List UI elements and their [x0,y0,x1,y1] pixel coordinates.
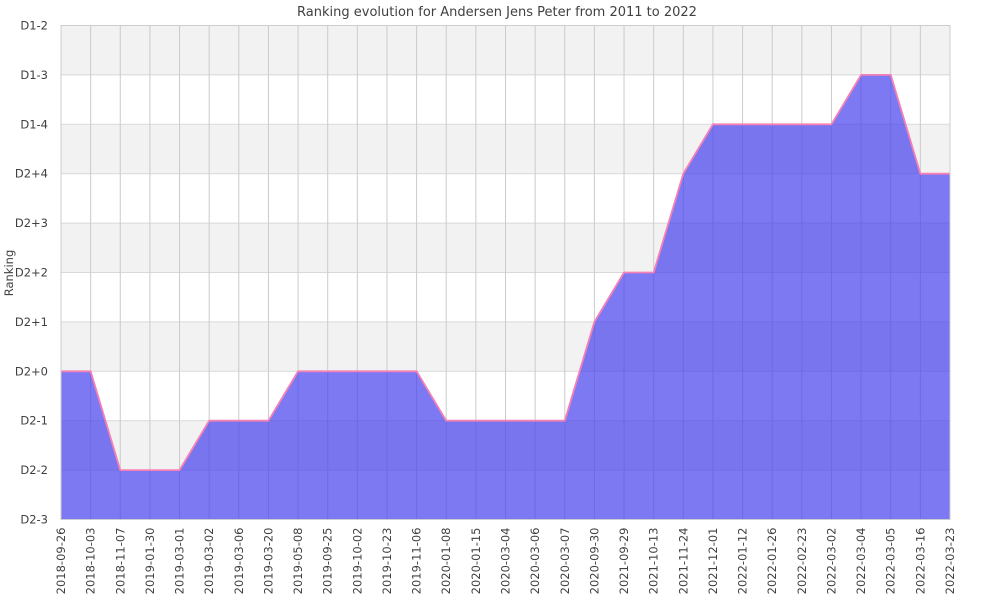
x-tick-label: 2018-11-07 [113,528,127,595]
x-tick-label: 2022-01-26 [765,528,779,595]
x-tick-label: 2022-03-04 [854,528,868,595]
x-tick-label: 2020-09-30 [587,528,601,595]
chart-title: Ranking evolution for Andersen Jens Pete… [297,5,697,20]
x-tick-label: 2021-12-01 [706,528,720,595]
x-tick-label: 2022-03-23 [943,528,957,595]
x-tick-label: 2019-03-01 [173,528,187,595]
plot-area: D2-3 D2-2 D2-1 D2+0 D2+1 D2+2 D2+3 D2+4 D1-4 D1-3… [15,19,957,595]
x-tick-label: 2018-09-26 [54,528,68,595]
x-tick-label: 2020-01-15 [469,528,483,595]
x-tick-label: 2022-03-05 [884,528,898,595]
ranking-series-line [61,74,950,472]
x-tick-label: 2021-10-13 [647,528,661,595]
ranking-area-series [61,74,950,520]
y-tick-label: D1-3 [20,68,48,82]
x-tick-label: 2022-02-23 [795,528,809,595]
y-tick-label: D2+3 [15,216,48,230]
x-tick-label: 2020-03-07 [558,528,572,595]
x-tick-label: 2021-09-29 [617,528,631,595]
y-tick-label: D2-2 [20,463,48,477]
x-tick-label: 2020-03-04 [499,528,513,595]
y-tick-label: D2+1 [15,315,48,329]
x-tick-label: 2019-11-06 [410,528,424,595]
x-tick-label: 2021-11-24 [676,528,690,595]
x-tick-label: 2019-09-25 [321,528,335,595]
x-tick-label: 2022-03-02 [824,528,838,595]
y-tick-label: D2-3 [20,513,48,527]
y-tick-label: D1-4 [20,117,48,131]
x-tick-label: 2019-10-02 [350,528,364,595]
x-tick-label: 2019-10-23 [380,528,394,595]
x-tick-label: 2019-05-08 [291,528,305,595]
x-tick-label: 2022-03-16 [913,528,927,595]
x-tick-label: 2019-03-02 [202,528,216,595]
y-tick-label: D2+4 [15,167,48,181]
y-tick-label: D2+2 [15,266,48,280]
y-tick-label: D1-2 [20,19,48,33]
y-tick-label: D2+0 [15,364,48,378]
x-tick-label: 2019-03-20 [261,528,275,595]
plot-border [60,25,951,520]
y-tick-label: D2-1 [20,414,48,428]
x-tick-label: 2020-01-08 [439,528,453,595]
y-axis-title: Ranking [2,250,16,297]
x-tick-label: 2018-10-03 [84,528,98,595]
x-tick-label: 2019-01-30 [143,528,157,595]
x-tick-label: 2020-03-06 [528,528,542,595]
x-tick-label: 2022-01-12 [736,528,750,595]
x-tick-label: 2019-03-06 [232,528,246,595]
